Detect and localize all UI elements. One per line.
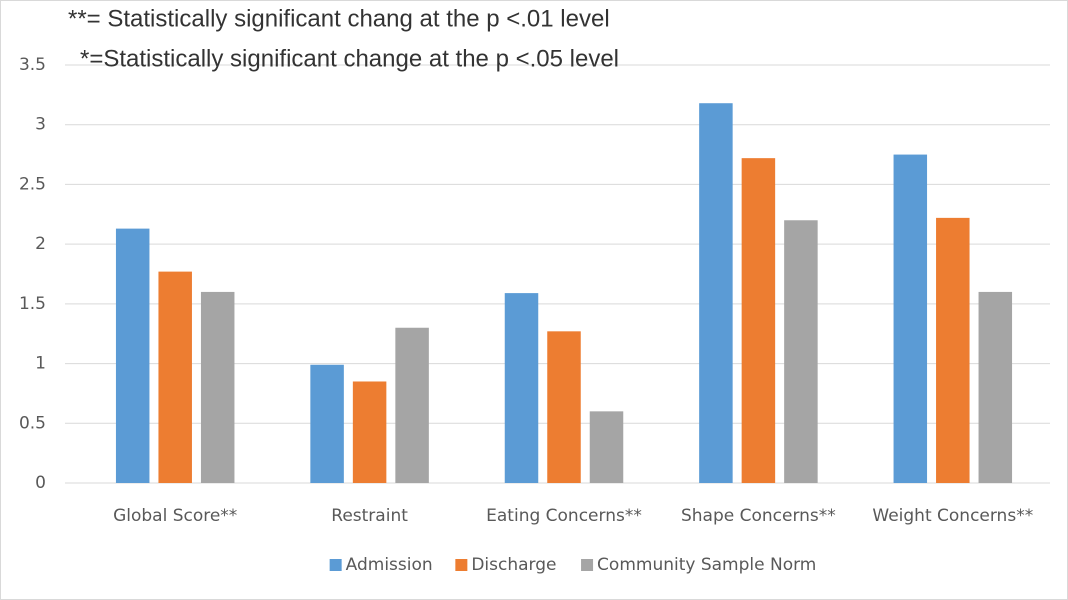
annotation: *=Statistically significant change at th…	[80, 45, 619, 72]
legend-label: Admission	[346, 555, 433, 575]
legend-label: Community Sample Norm	[597, 555, 816, 575]
bar	[310, 364, 344, 483]
x-tick-label: Restraint	[331, 506, 408, 526]
bar	[200, 291, 235, 483]
y-tick-label: 1.5	[19, 294, 46, 314]
x-tick-label: Weight Concerns**	[872, 506, 1033, 526]
y-tick-label: 0	[35, 473, 46, 493]
bar	[978, 291, 1013, 483]
x-tick-label: Global Score**	[113, 506, 237, 526]
legend-swatch	[455, 559, 468, 571]
y-tick-label: 3.5	[19, 55, 46, 75]
legend-swatch	[581, 559, 594, 571]
y-tick-label: 3	[35, 115, 46, 135]
bar	[589, 411, 624, 483]
x-tick-label: Eating Concerns**	[486, 506, 642, 526]
bar	[352, 381, 387, 483]
y-tick-label: 1	[35, 354, 46, 374]
bar	[936, 217, 970, 483]
bar	[158, 271, 192, 483]
y-tick-label: 2	[35, 234, 46, 254]
bar	[893, 154, 928, 484]
x-tick-label: Shape Concerns**	[681, 506, 836, 526]
annotation: **= Statistically significant chang at t…	[68, 5, 610, 32]
y-tick-label: 2.5	[19, 174, 46, 194]
bar	[784, 220, 818, 483]
bar	[504, 293, 539, 483]
bar	[741, 158, 776, 483]
y-tick-label: 0.5	[19, 413, 46, 433]
bar	[115, 228, 150, 483]
bar	[547, 331, 581, 483]
bar	[699, 103, 733, 484]
bar	[395, 327, 429, 483]
legend-label: Discharge	[471, 555, 556, 575]
legend-swatch	[329, 559, 342, 571]
